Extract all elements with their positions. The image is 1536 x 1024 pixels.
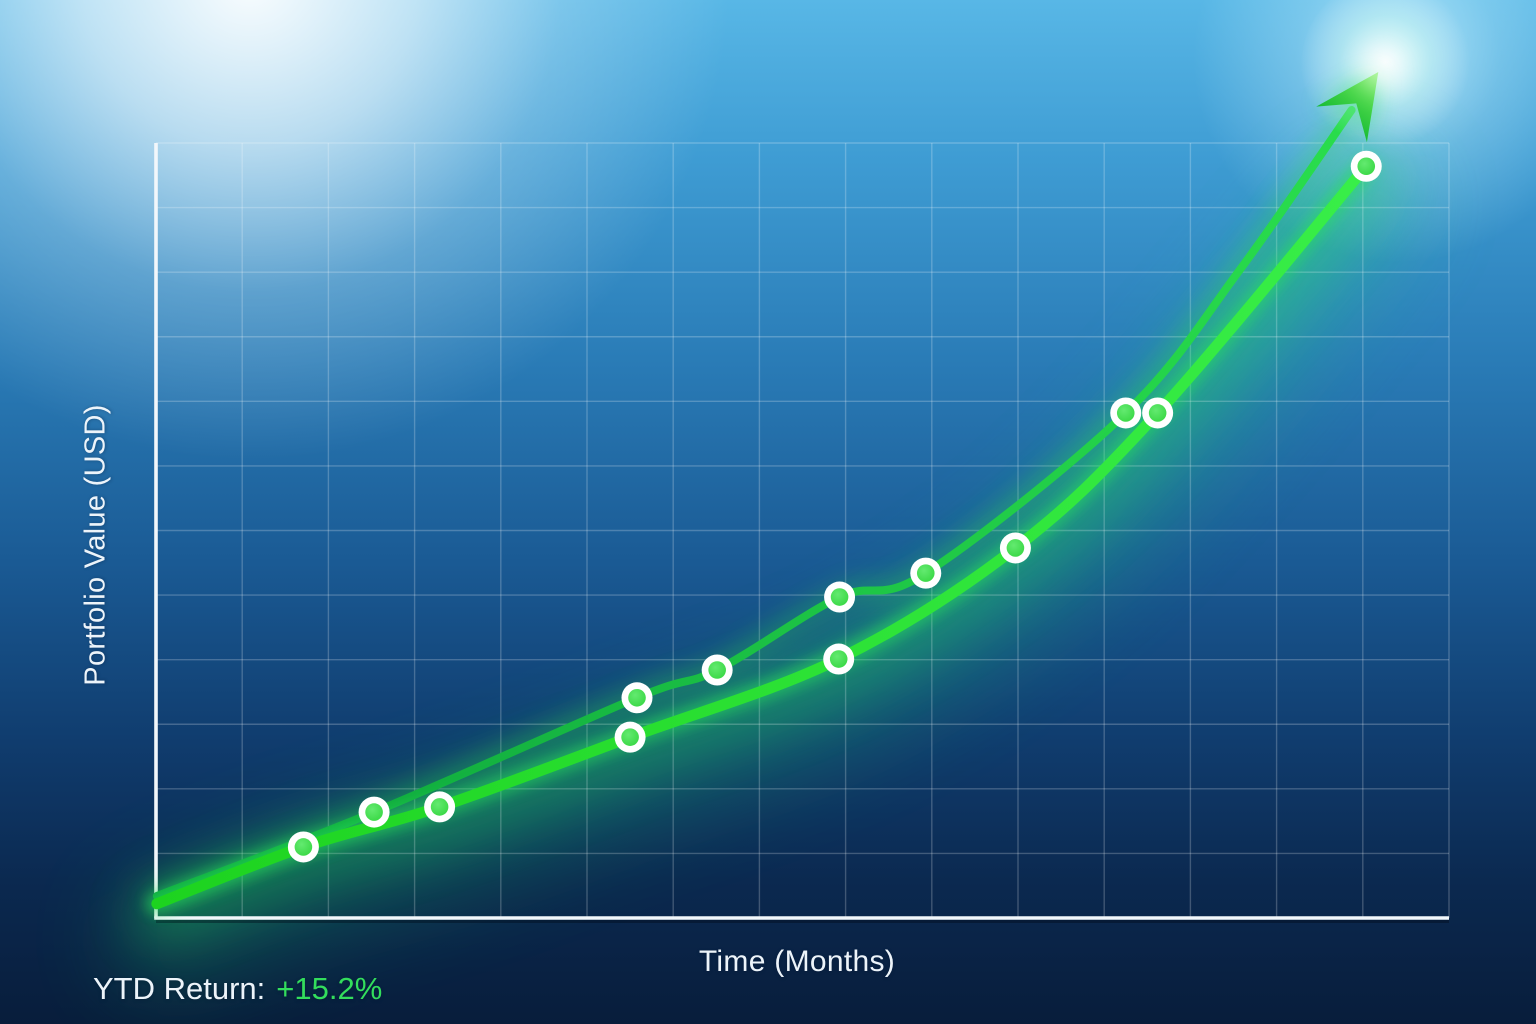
chart-axes: [154, 143, 1449, 923]
data-point-marker: [621, 682, 653, 714]
ytd-return-value: +15.2%: [276, 971, 383, 1006]
x-axis-label: Time (Months): [698, 945, 896, 978]
data-point-marker: [999, 532, 1031, 564]
ytd-return: YTD Return: +15.2%: [93, 971, 382, 1007]
trend-arrow-icon: [1301, 0, 1472, 149]
chart-grid: [155, 142, 1450, 919]
data-point-marker: [824, 581, 856, 613]
data-point-marker: [287, 831, 319, 863]
data-point-marker: [358, 796, 390, 828]
data-point-marker: [823, 643, 855, 675]
data-point-marker: [614, 721, 646, 753]
data-point-marker: [1350, 150, 1382, 182]
arrowhead: [1316, 72, 1379, 143]
ytd-return-label: YTD Return:: [93, 971, 266, 1006]
top-left-light-glow: [0, 0, 1100, 620]
data-point-marker: [1142, 397, 1174, 429]
data-point-marker: [910, 557, 942, 589]
data-point-marker: [424, 791, 456, 823]
data-point-marker: [701, 654, 733, 686]
y-axis-label: Portfolio Value (USD): [79, 404, 112, 686]
data-point-markers: [287, 150, 1382, 863]
data-point-marker: [1110, 397, 1142, 429]
